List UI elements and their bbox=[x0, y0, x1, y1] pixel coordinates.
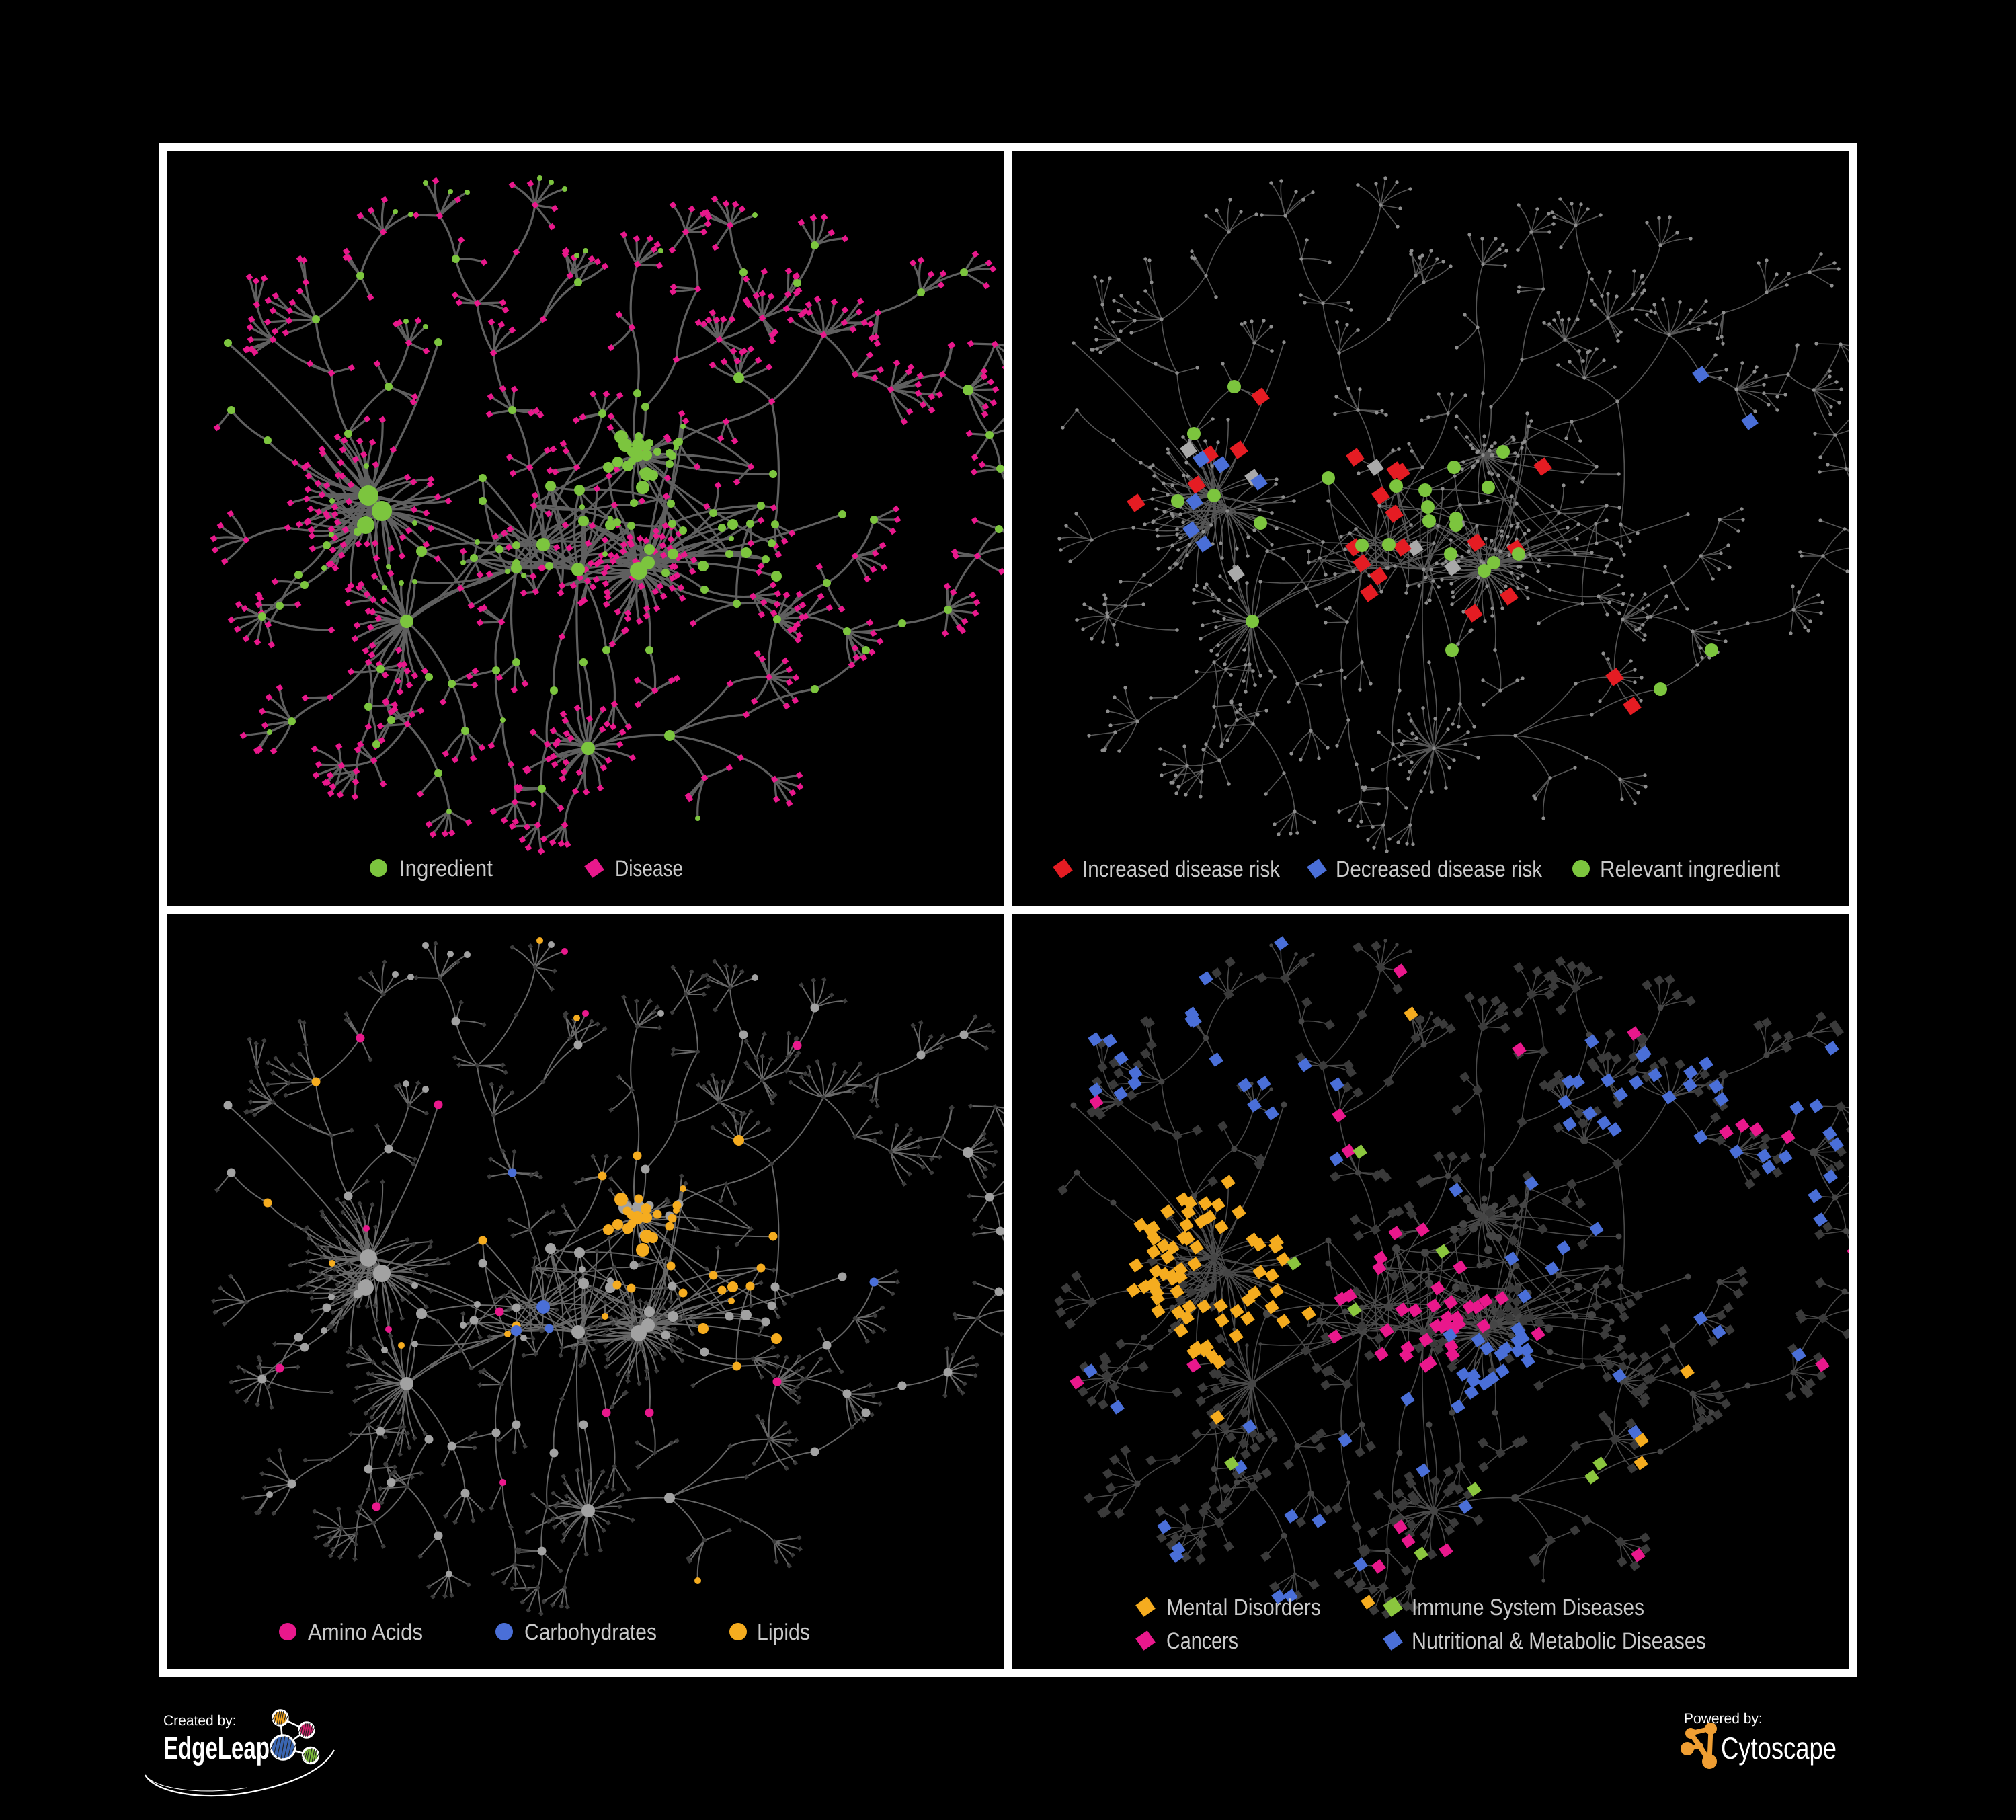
svg-text:Ingredient: Ingredient bbox=[399, 856, 493, 881]
svg-text:Mental Disorders: Mental Disorders bbox=[1166, 1595, 1321, 1620]
svg-text:Amino Acids: Amino Acids bbox=[308, 1620, 423, 1645]
svg-text:Carbohydrates: Carbohydrates bbox=[524, 1620, 657, 1645]
svg-text:Immune System Diseases: Immune System Diseases bbox=[1412, 1595, 1644, 1620]
svg-text:Lipids: Lipids bbox=[757, 1620, 810, 1645]
svg-text:Created by:: Created by: bbox=[163, 1713, 237, 1729]
svg-text:EdgeLeap: EdgeLeap bbox=[163, 1730, 270, 1766]
svg-text:Relevant ingredient: Relevant ingredient bbox=[1600, 857, 1781, 882]
svg-text:Cytoscape: Cytoscape bbox=[1721, 1731, 1837, 1766]
svg-text:Cancers: Cancers bbox=[1166, 1628, 1238, 1654]
svg-text:Disease: Disease bbox=[615, 856, 683, 881]
svg-text:Powered by:: Powered by: bbox=[1684, 1711, 1763, 1727]
svg-text:Increased disease risk: Increased disease risk bbox=[1082, 857, 1281, 882]
svg-text:Decreased disease risk: Decreased disease risk bbox=[1336, 857, 1543, 882]
svg-text:Nutritional & Metabolic Diseas: Nutritional & Metabolic Diseases bbox=[1412, 1628, 1706, 1654]
